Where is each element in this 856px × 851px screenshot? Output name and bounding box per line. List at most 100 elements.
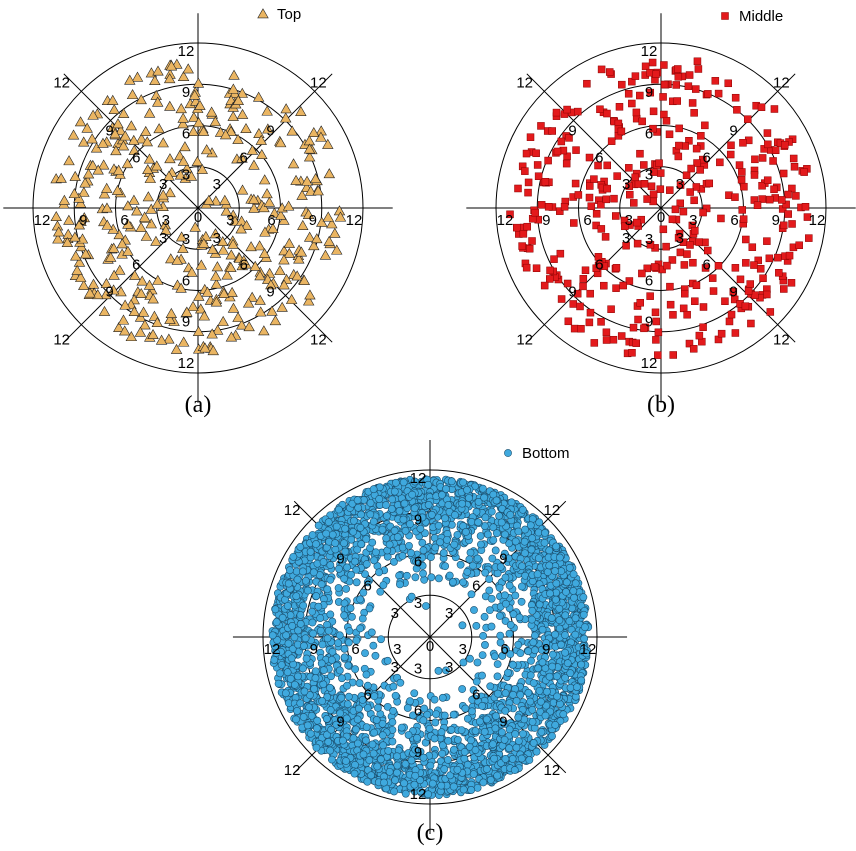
- data-point: [469, 561, 477, 570]
- data-point: [545, 546, 554, 555]
- data-point: [456, 560, 465, 569]
- data-point: [242, 297, 255, 308]
- data-point: [235, 223, 247, 234]
- tick-label: 6: [645, 125, 653, 142]
- data-point: [471, 746, 480, 754]
- data-point: [295, 105, 307, 116]
- data-point: [459, 578, 468, 587]
- data-point: [750, 171, 759, 179]
- data-point: [356, 523, 365, 532]
- data-point: [147, 328, 159, 339]
- data-point: [602, 328, 611, 337]
- data-point: [692, 85, 700, 93]
- data-point: [693, 57, 702, 66]
- data-point: [636, 91, 644, 100]
- data-point: [304, 289, 316, 300]
- data-point: [626, 190, 634, 199]
- data-point: [296, 543, 305, 551]
- data-point: [630, 199, 638, 207]
- data-point: [524, 688, 533, 697]
- tick-label: 6: [364, 686, 372, 703]
- data-point: [754, 256, 762, 265]
- data-point: [114, 264, 126, 275]
- tick-label: 3: [393, 641, 401, 658]
- data-point: [652, 70, 660, 78]
- data-point: [509, 610, 518, 619]
- data-point: [691, 297, 699, 305]
- data-point: [757, 103, 766, 111]
- data-point: [512, 743, 521, 752]
- data-point: [134, 326, 147, 337]
- tick-label: 6: [500, 641, 508, 658]
- data-point: [382, 501, 390, 509]
- data-point: [474, 518, 483, 527]
- data-point: [590, 339, 599, 347]
- data-point: [129, 269, 141, 280]
- data-point: [357, 510, 366, 519]
- data-point: [217, 244, 230, 255]
- data-point: [323, 730, 331, 739]
- tick-label: 3: [445, 605, 453, 622]
- data-point: [676, 248, 685, 257]
- data-point: [537, 201, 546, 209]
- data-point: [118, 325, 131, 336]
- tick-label: 6: [132, 257, 140, 274]
- data-point: [784, 210, 792, 218]
- data-point: [209, 228, 222, 239]
- data-point: [603, 184, 611, 193]
- data-point: [198, 310, 211, 321]
- data-point: [465, 555, 474, 564]
- data-point: [319, 249, 332, 260]
- data-point: [121, 158, 134, 169]
- data-point: [282, 631, 291, 640]
- data-point: [711, 77, 720, 85]
- data-point: [528, 705, 537, 714]
- data-point: [199, 342, 211, 353]
- data-point: [284, 579, 293, 588]
- data-point: [195, 259, 208, 270]
- data-point: [292, 592, 301, 601]
- data-point: [478, 484, 487, 493]
- data-point: [219, 129, 232, 140]
- data-point: [220, 205, 233, 216]
- data-point: [303, 231, 316, 242]
- data-point: [368, 538, 377, 547]
- data-point: [322, 211, 334, 222]
- data-point: [418, 539, 427, 547]
- data-point: [556, 717, 565, 725]
- data-point: [52, 233, 64, 244]
- data-point: [532, 264, 541, 272]
- tick-label: 3: [645, 231, 653, 248]
- data-point: [524, 647, 533, 656]
- data-point: [633, 218, 641, 227]
- data-point: [659, 225, 668, 234]
- tick-label: 3: [213, 176, 221, 193]
- tick-label: 12: [773, 75, 790, 92]
- data-point: [128, 144, 140, 155]
- data-point: [139, 319, 151, 330]
- data-point: [683, 310, 691, 319]
- tick-label: 3: [182, 167, 190, 184]
- data-point: [362, 736, 370, 745]
- data-point: [227, 302, 240, 313]
- data-point: [131, 205, 143, 216]
- data-point: [682, 171, 691, 180]
- data-point: [424, 501, 433, 509]
- data-point: [232, 94, 245, 105]
- data-point: [409, 711, 417, 720]
- data-point: [444, 755, 452, 764]
- data-point: [498, 652, 507, 660]
- data-point: [410, 504, 419, 513]
- data-point: [744, 287, 753, 295]
- data-point: [293, 253, 305, 264]
- data-point: [579, 282, 587, 291]
- data-point: [353, 715, 362, 724]
- data-point: [758, 195, 766, 203]
- data-point: [638, 117, 646, 126]
- data-point: [438, 491, 446, 499]
- data-point: [210, 296, 223, 307]
- legend-marker: [257, 8, 269, 19]
- data-point: [487, 622, 496, 631]
- data-point: [636, 298, 644, 307]
- data-point: [362, 670, 371, 679]
